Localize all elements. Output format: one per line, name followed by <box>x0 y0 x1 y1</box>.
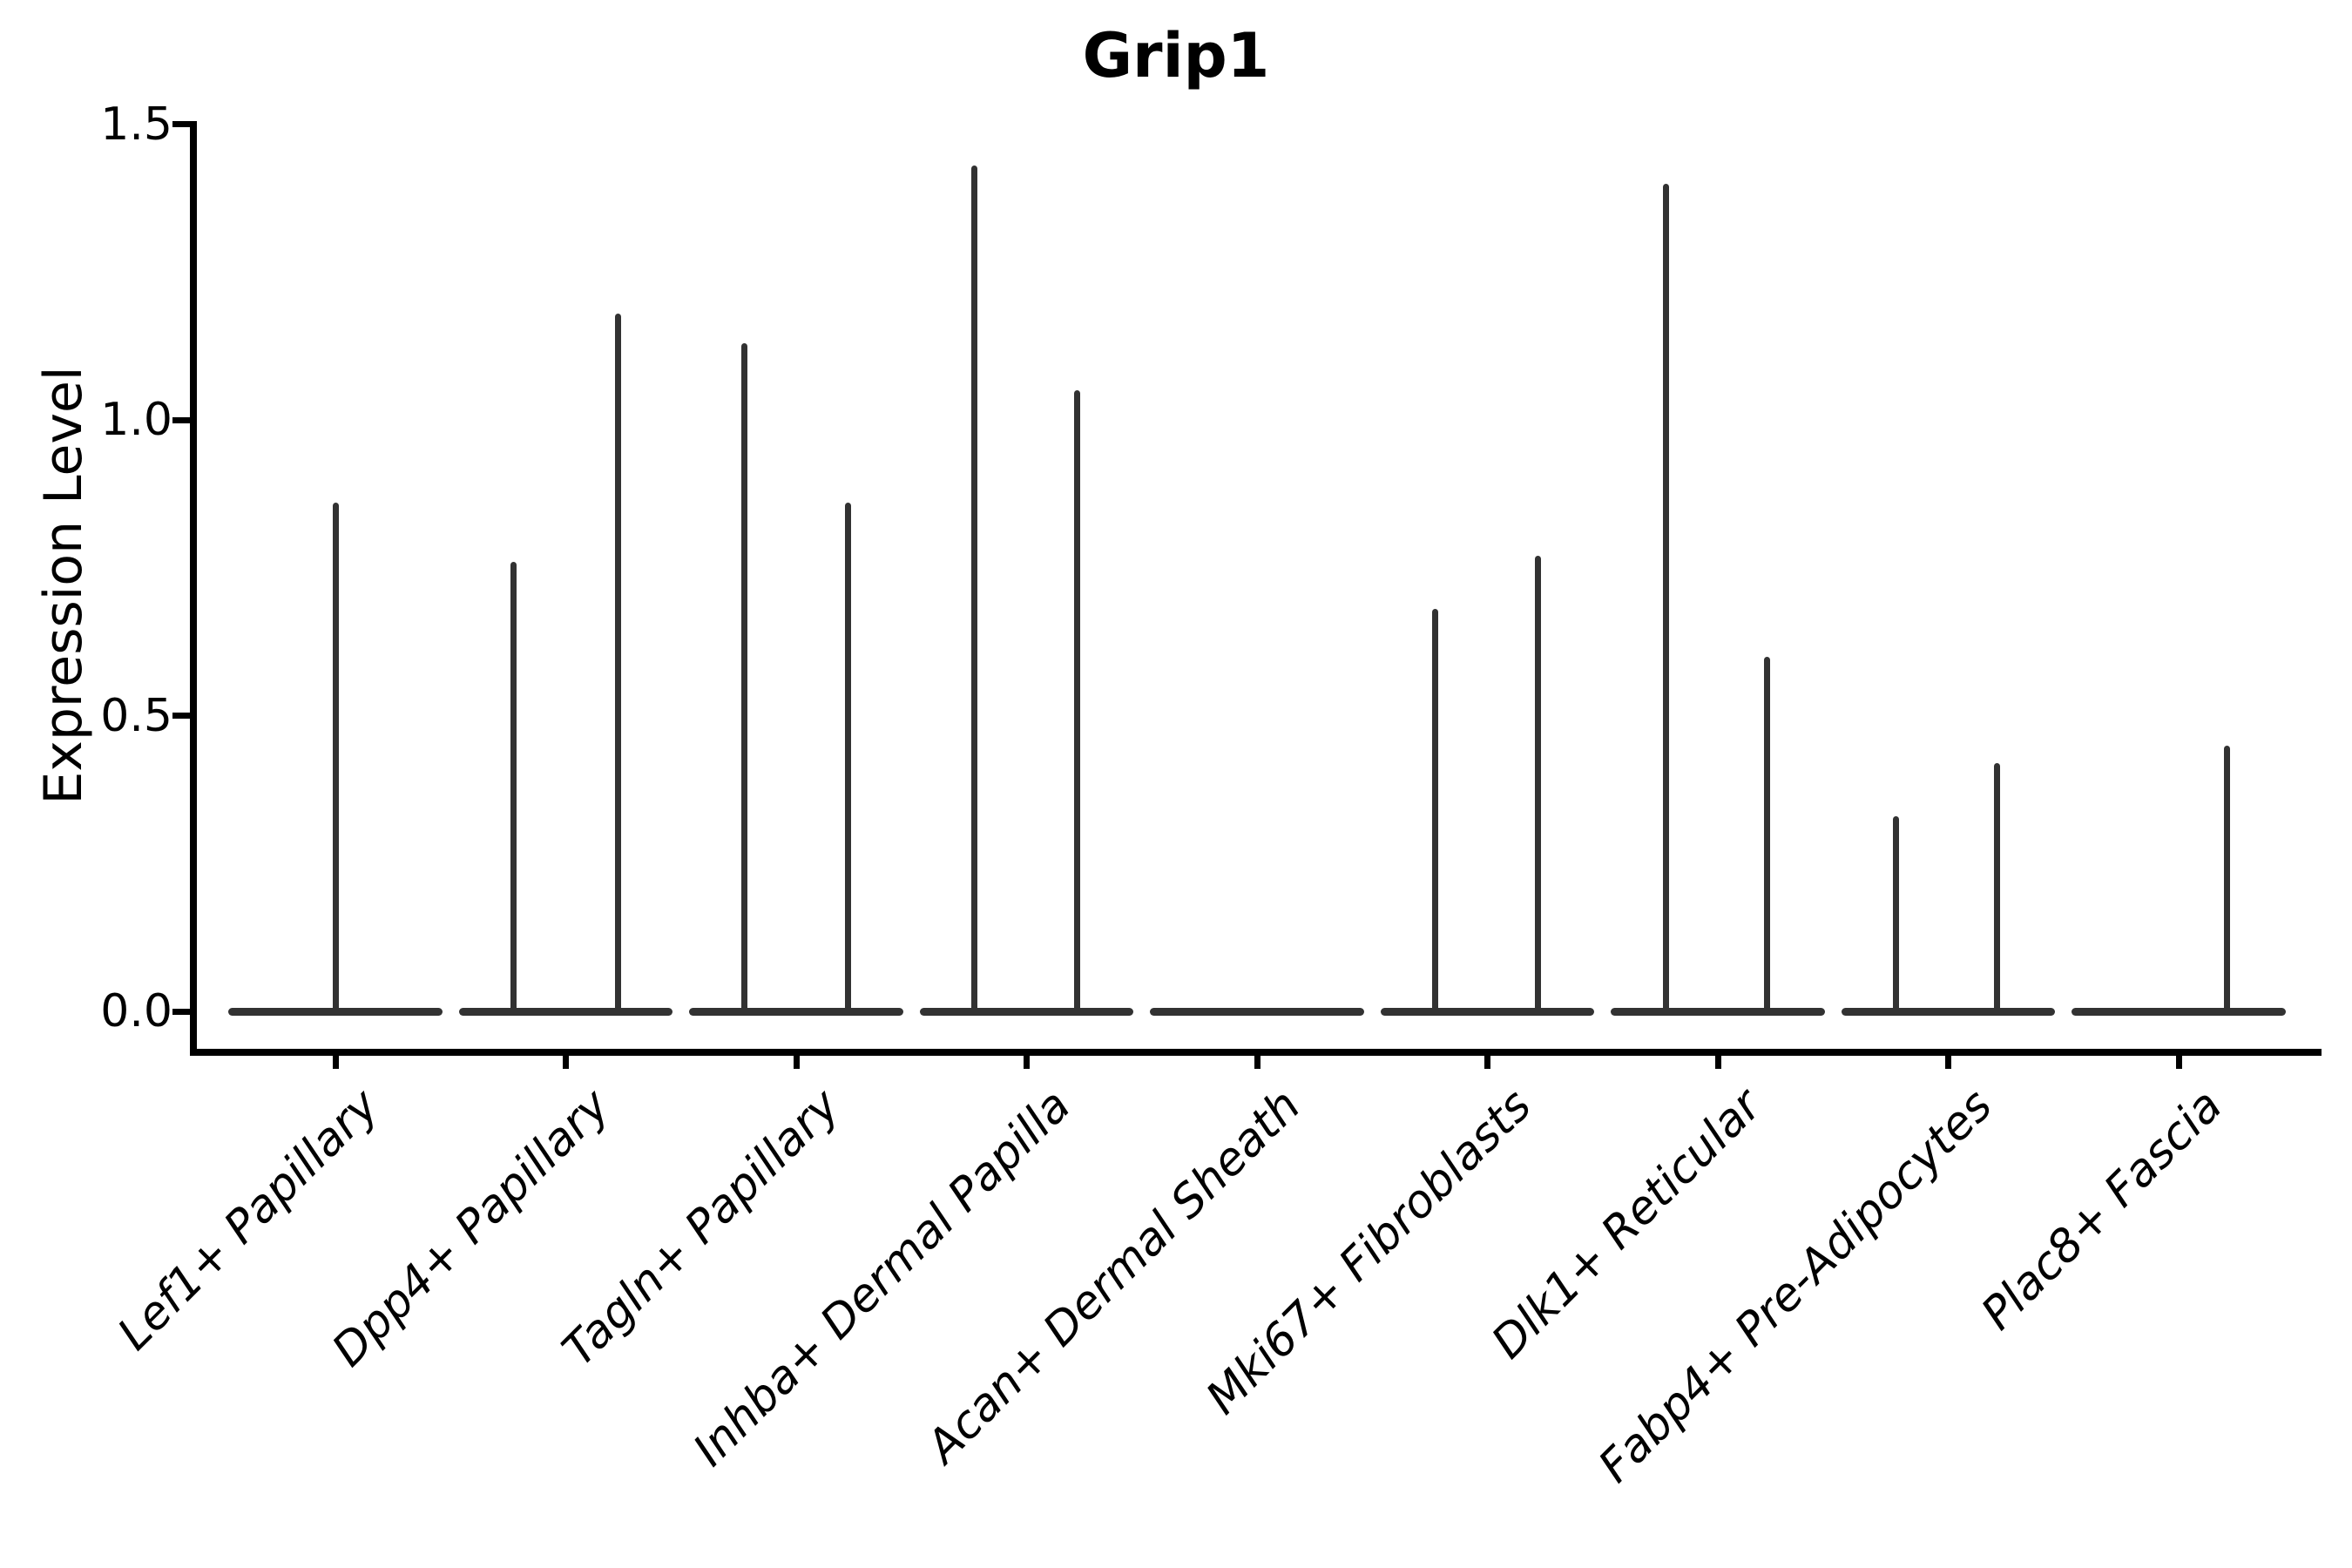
x-tick-mark <box>563 1052 569 1069</box>
x-tick-mark <box>1484 1052 1490 1069</box>
x-tick-mark <box>1024 1052 1030 1069</box>
violin-base <box>1611 1007 1825 1016</box>
violin-spike <box>332 503 339 1011</box>
violin-base <box>2072 1007 2286 1016</box>
violin-base <box>1841 1007 2056 1016</box>
x-tick-label: Acan+ Dermal Sheath <box>916 1079 1311 1474</box>
violin-spike <box>1662 183 1669 1011</box>
x-tick-mark <box>1945 1052 1951 1069</box>
x-tick-label: Plac8+ Fascia <box>1971 1079 2233 1341</box>
violin-spike <box>614 314 621 1011</box>
violin-spike <box>1893 816 1900 1011</box>
y-tick-label: 0.0 <box>100 985 172 1037</box>
y-tick-mark <box>172 416 194 423</box>
y-axis-spine <box>190 121 197 1056</box>
violin-spike <box>740 343 747 1011</box>
x-tick-mark <box>1714 1052 1721 1069</box>
violin-base <box>228 1007 443 1016</box>
violin-spike <box>1764 656 1771 1011</box>
violin-base <box>919 1007 1134 1016</box>
x-tick-label: Fabp4+ Pre-Adipocytes <box>1588 1079 2003 1493</box>
violin-base <box>458 1007 673 1016</box>
violin-base <box>689 1007 903 1016</box>
x-tick-mark <box>793 1052 800 1069</box>
y-tick-label: 1.5 <box>100 98 172 151</box>
x-tick-mark <box>1254 1052 1260 1069</box>
violin-spike <box>1993 762 2000 1011</box>
y-tick-mark <box>172 713 194 720</box>
y-tick-mark <box>172 1008 194 1015</box>
y-tick-label: 0.5 <box>100 689 172 742</box>
y-tick-label: 1.0 <box>100 394 172 447</box>
x-tick-label: Inhba+ Dermal Papilla <box>683 1079 1081 1477</box>
violin-base <box>1150 1007 1364 1016</box>
x-tick-mark <box>2175 1052 2182 1069</box>
violin-spike <box>845 503 851 1011</box>
violin-spike <box>1535 556 1542 1011</box>
violin-spike <box>1074 390 1081 1011</box>
violin-spike <box>1432 609 1439 1011</box>
violin-base <box>1380 1007 1595 1016</box>
violin-spike <box>2224 745 2231 1011</box>
chart-title: Grip1 <box>1082 20 1270 91</box>
x-tick-mark <box>332 1052 339 1069</box>
violin-spike <box>510 562 517 1011</box>
y-tick-mark <box>172 121 194 128</box>
violin-spike <box>971 166 978 1011</box>
